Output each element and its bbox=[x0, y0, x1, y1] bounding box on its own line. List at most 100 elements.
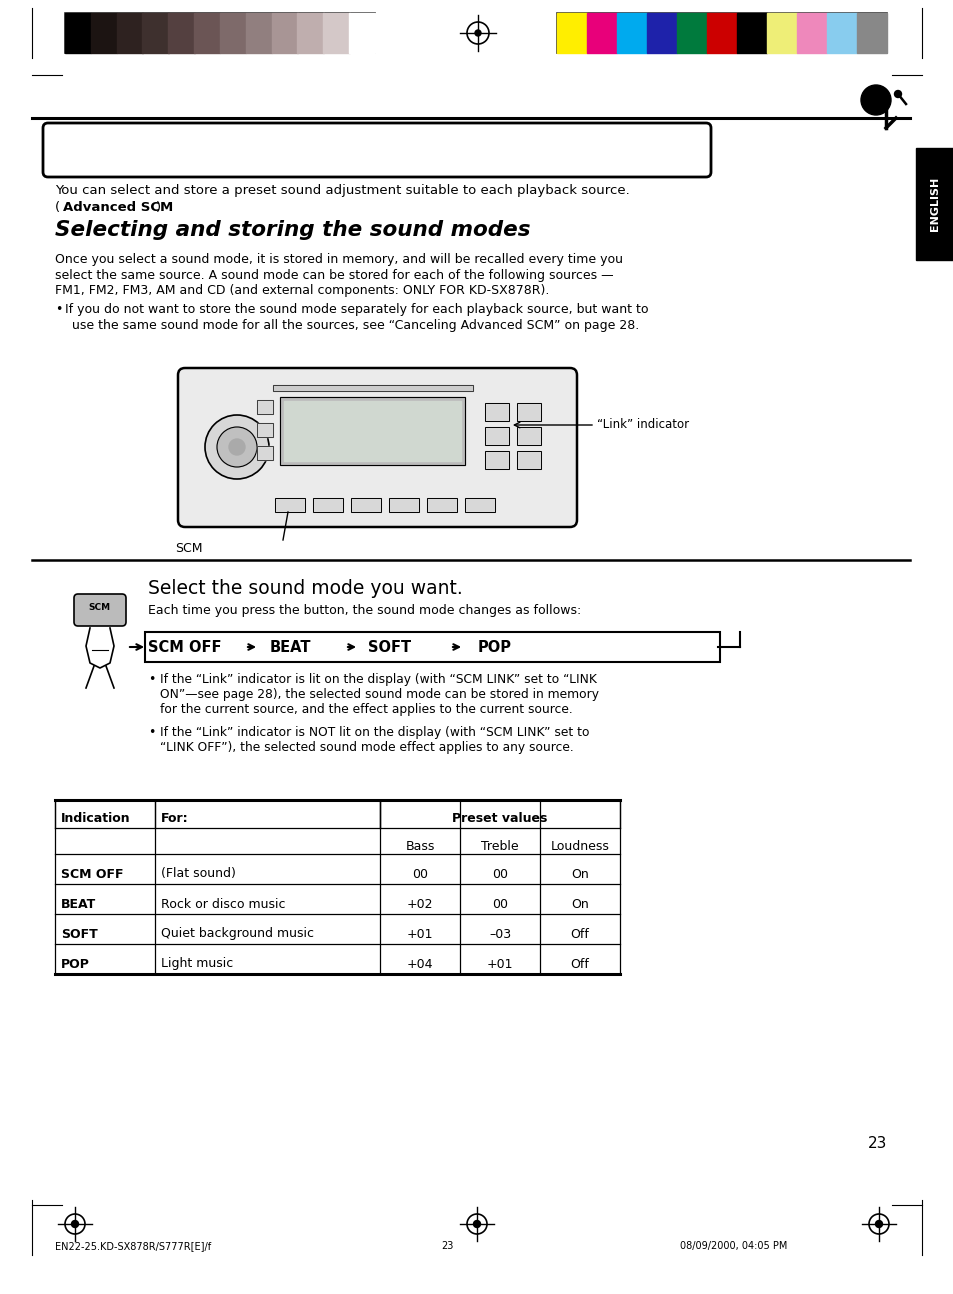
Bar bbox=[796, 13, 826, 53]
Text: Quiet background music: Quiet background music bbox=[161, 928, 314, 941]
Bar bbox=[246, 13, 272, 53]
Bar bbox=[273, 386, 473, 391]
Bar bbox=[194, 13, 220, 53]
Bar bbox=[856, 13, 886, 53]
Bar bbox=[484, 452, 509, 468]
Bar bbox=[464, 498, 495, 512]
Bar bbox=[256, 423, 273, 437]
Text: POP: POP bbox=[477, 639, 512, 655]
Text: (Flat sound): (Flat sound) bbox=[161, 867, 235, 880]
Text: ENGLISH: ENGLISH bbox=[929, 177, 939, 232]
Bar bbox=[677, 13, 707, 53]
Bar bbox=[517, 402, 540, 421]
Bar bbox=[256, 423, 273, 437]
Bar bbox=[826, 13, 857, 53]
Bar bbox=[116, 13, 143, 53]
Bar bbox=[274, 498, 305, 512]
Text: SCM: SCM bbox=[88, 603, 110, 612]
Bar bbox=[220, 13, 246, 53]
Bar bbox=[517, 452, 540, 468]
Text: SCM: SCM bbox=[174, 542, 202, 555]
Text: EN22-25.KD-SX878R/S777R[E]/f: EN22-25.KD-SX878R/S777R[E]/f bbox=[55, 1241, 211, 1251]
Bar bbox=[617, 13, 647, 53]
Text: Indication: Indication bbox=[61, 813, 131, 826]
Bar bbox=[484, 402, 509, 421]
Bar bbox=[484, 402, 509, 421]
Text: On: On bbox=[571, 898, 588, 911]
Text: Once you select a sound mode, it is stored in memory, and will be recalled every: Once you select a sound mode, it is stor… bbox=[55, 254, 622, 267]
Text: SCM OFF: SCM OFF bbox=[61, 867, 123, 880]
Text: “Link” indicator: “Link” indicator bbox=[597, 418, 688, 431]
Bar bbox=[517, 452, 540, 468]
Text: 00: 00 bbox=[492, 867, 507, 880]
Text: Select the sound mode you want.: Select the sound mode you want. bbox=[148, 578, 462, 598]
Bar bbox=[557, 13, 886, 53]
Text: Bass: Bass bbox=[405, 840, 435, 853]
Bar bbox=[766, 13, 797, 53]
Bar bbox=[323, 13, 350, 53]
Bar bbox=[351, 498, 380, 512]
Bar bbox=[737, 13, 767, 53]
FancyBboxPatch shape bbox=[43, 123, 710, 177]
Text: If you do not want to store the sound mode separately for each playback source, : If you do not want to store the sound mo… bbox=[65, 304, 648, 317]
Bar bbox=[484, 427, 509, 445]
Text: Loudness: Loudness bbox=[550, 840, 609, 853]
Text: 00: 00 bbox=[492, 898, 507, 911]
Bar bbox=[272, 13, 297, 53]
Text: Preset values: Preset values bbox=[452, 813, 547, 826]
Text: POP: POP bbox=[61, 958, 90, 970]
Text: SCM OFF: SCM OFF bbox=[148, 639, 221, 655]
Text: For:: For: bbox=[161, 813, 189, 826]
Bar bbox=[280, 397, 464, 465]
Text: BEAT: BEAT bbox=[269, 639, 311, 655]
Bar bbox=[313, 498, 343, 512]
Text: Light music: Light music bbox=[161, 958, 233, 970]
Text: Off: Off bbox=[570, 928, 589, 941]
Bar bbox=[646, 13, 677, 53]
Bar bbox=[484, 452, 509, 468]
Bar bbox=[65, 13, 375, 53]
Bar bbox=[349, 13, 375, 53]
Text: +04: +04 bbox=[406, 958, 433, 970]
Text: You can select and store a preset sound adjustment suitable to each playback sou: You can select and store a preset sound … bbox=[55, 184, 629, 197]
Bar bbox=[517, 427, 540, 445]
FancyBboxPatch shape bbox=[178, 367, 577, 527]
Bar bbox=[142, 13, 169, 53]
Bar bbox=[517, 427, 540, 445]
Bar bbox=[256, 400, 273, 414]
Circle shape bbox=[861, 85, 890, 115]
Circle shape bbox=[229, 439, 245, 455]
Text: SOFT: SOFT bbox=[61, 928, 97, 941]
Text: 00: 00 bbox=[412, 867, 428, 880]
Text: for the current source, and the effect applies to the current source.: for the current source, and the effect a… bbox=[160, 703, 572, 716]
Text: BEAT: BEAT bbox=[61, 898, 96, 911]
Text: Off: Off bbox=[570, 958, 589, 970]
Bar bbox=[586, 13, 617, 53]
Bar bbox=[256, 446, 273, 459]
Bar bbox=[284, 401, 460, 461]
Bar bbox=[65, 13, 91, 53]
Bar bbox=[557, 13, 587, 53]
Text: •: • bbox=[148, 726, 155, 739]
Text: Advanced SCM: Advanced SCM bbox=[63, 201, 173, 214]
Bar bbox=[280, 397, 464, 465]
Circle shape bbox=[205, 415, 269, 479]
Circle shape bbox=[71, 1220, 78, 1228]
Text: (: ( bbox=[55, 201, 60, 214]
Bar bbox=[517, 402, 540, 421]
Text: If the “Link” indicator is lit on the display (with “SCM LINK” set to “LINK: If the “Link” indicator is lit on the di… bbox=[160, 673, 597, 686]
Bar bbox=[351, 498, 380, 512]
Text: Treble: Treble bbox=[480, 840, 518, 853]
Bar bbox=[427, 498, 456, 512]
Text: –03: –03 bbox=[489, 928, 511, 941]
Bar bbox=[389, 498, 418, 512]
Bar bbox=[484, 427, 509, 445]
Text: select the same source. A sound mode can be stored for each of the following sou: select the same source. A sound mode can… bbox=[55, 268, 613, 282]
Text: 23: 23 bbox=[440, 1241, 453, 1251]
Circle shape bbox=[894, 91, 901, 97]
Circle shape bbox=[216, 427, 256, 467]
Bar bbox=[168, 13, 194, 53]
Text: 08/09/2000, 04:05 PM: 08/09/2000, 04:05 PM bbox=[679, 1241, 786, 1251]
Text: +02: +02 bbox=[406, 898, 433, 911]
Text: “LINK OFF”), the selected sound mode effect applies to any source.: “LINK OFF”), the selected sound mode eff… bbox=[160, 741, 573, 754]
